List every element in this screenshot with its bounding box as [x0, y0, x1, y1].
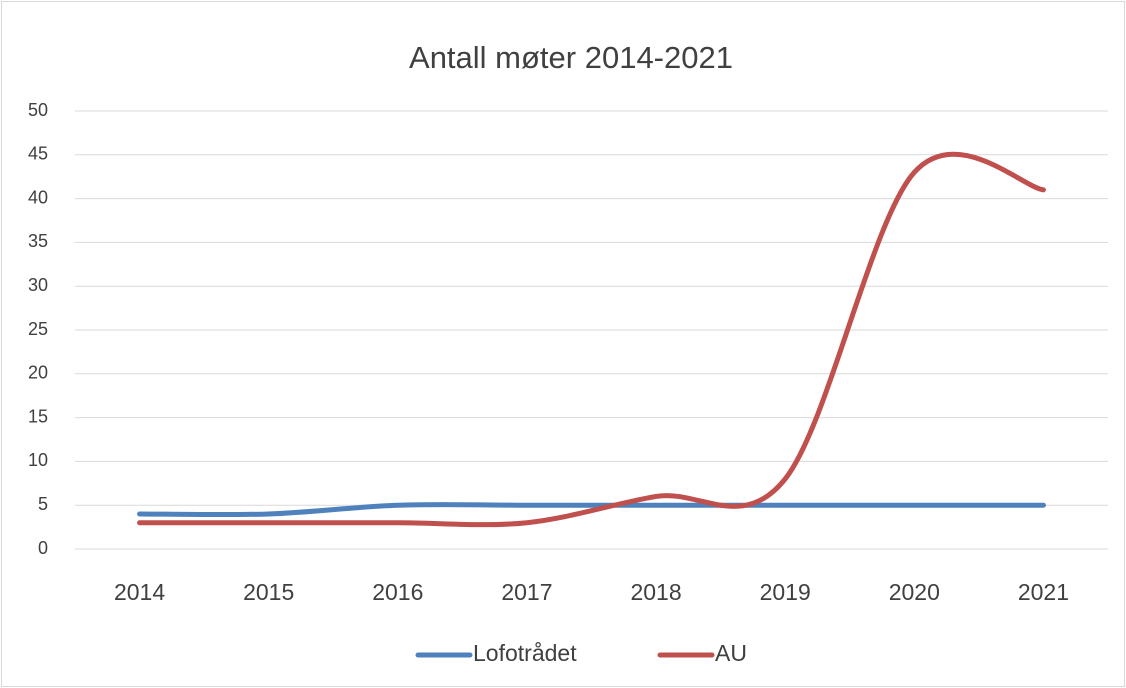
y-tick-label: 45 [28, 144, 48, 164]
y-tick-label: 10 [28, 450, 48, 470]
x-tick-label: 2018 [630, 579, 681, 605]
chart-title: Antall møter 2014-2021 [409, 40, 733, 75]
y-tick-label: 0 [38, 538, 48, 558]
y-tick-label: 25 [28, 319, 48, 339]
series-line [137, 151, 1046, 528]
x-tick-label: 2014 [114, 579, 165, 605]
y-tick-label: 30 [28, 275, 48, 295]
y-tick-label: 15 [28, 406, 48, 426]
x-tick-label: 2021 [1018, 579, 1069, 605]
x-tick-label: 2019 [760, 579, 811, 605]
legend-label: AU [715, 640, 747, 666]
legend-label: Lofotrådet [473, 640, 577, 666]
series-line [137, 502, 1046, 518]
x-tick-label: 2016 [372, 579, 423, 605]
y-tick-label: 20 [28, 363, 48, 383]
x-tick-label: 2020 [889, 579, 940, 605]
x-tick-label: 2017 [501, 579, 552, 605]
y-tick-label: 50 [28, 100, 48, 120]
y-tick-label: 35 [28, 231, 48, 251]
y-tick-label: 5 [38, 494, 48, 514]
x-tick-label: 2015 [243, 579, 294, 605]
y-tick-label: 40 [28, 187, 48, 207]
